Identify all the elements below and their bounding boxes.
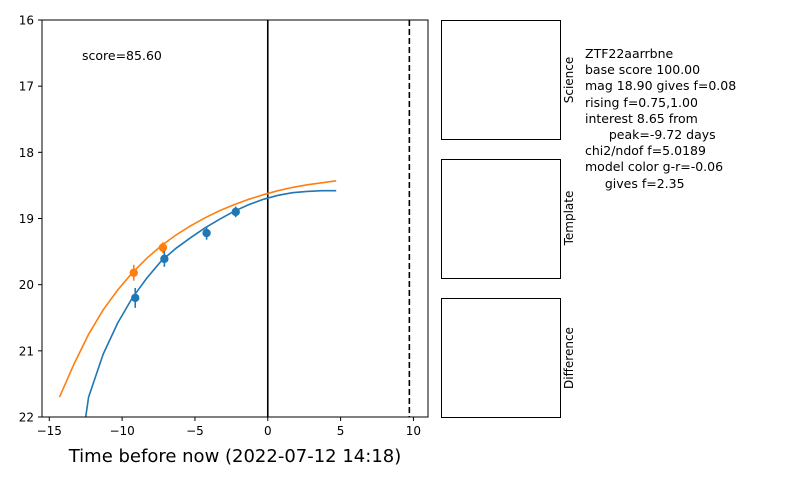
- x-tick-label: −10: [109, 424, 134, 438]
- plot-frame: [41, 19, 429, 418]
- y-tick-label: 17: [19, 80, 34, 94]
- info-line: model color g-r=-0.06: [585, 159, 724, 175]
- difference-panel: [441, 298, 561, 418]
- info-line: chi2/ndof f=5.0189: [585, 143, 706, 159]
- difference-label: Difference: [562, 327, 576, 389]
- info-line: base score 100.00: [585, 62, 701, 78]
- y-tick-label: 21: [19, 344, 34, 358]
- info-line: rising f=0.75,1.00: [585, 94, 698, 110]
- info-line: gives f=2.35: [585, 175, 685, 191]
- template-panel: [441, 159, 561, 279]
- plot-area: [41, 19, 429, 418]
- template-label: Template: [562, 190, 576, 246]
- y-tick-label: 16: [19, 14, 34, 28]
- y-axis: 16 17 18 19 20 21 22: [19, 14, 42, 425]
- x-tick-label: 5: [337, 424, 345, 438]
- x-tick-label: −5: [186, 424, 204, 438]
- info-line: mag 18.90 gives f=0.08: [585, 78, 737, 94]
- x-tick-label: 0: [264, 424, 272, 438]
- y-tick-label: 18: [19, 146, 34, 160]
- score-annotation: score=85.60: [82, 48, 162, 63]
- data-point: [131, 293, 140, 303]
- y-tick-label: 22: [19, 411, 34, 425]
- info-line: peak=-9.72 days: [585, 127, 716, 143]
- science-panel: [441, 20, 561, 140]
- data-point: [231, 207, 240, 217]
- x-axis: −15 −10 −5 0 5 10: [37, 417, 421, 438]
- data-point: [129, 268, 138, 277]
- model-curve-1: [84, 189, 337, 417]
- plot-inner: [58, 20, 411, 417]
- info-line: interest 8.65 from: [585, 110, 698, 126]
- science-label: Science: [562, 56, 576, 104]
- x-tick-label: −15: [37, 424, 62, 438]
- x-axis-label: Time before now (2022-07-12 14:18): [68, 446, 402, 467]
- y-tick-label: 20: [19, 278, 34, 292]
- y-tick-label: 19: [19, 212, 34, 226]
- info-line: ZTF22aarrbne: [585, 46, 674, 61]
- x-tick-label: 10: [406, 424, 421, 438]
- data-point: [202, 228, 211, 238]
- model-curve-0: [58, 180, 337, 398]
- data-point: [160, 254, 169, 264]
- data-point: [158, 243, 168, 252]
- candidate-info: ZTF22aarrbne base score 100.00 mag 18.90 g…: [585, 46, 736, 192]
